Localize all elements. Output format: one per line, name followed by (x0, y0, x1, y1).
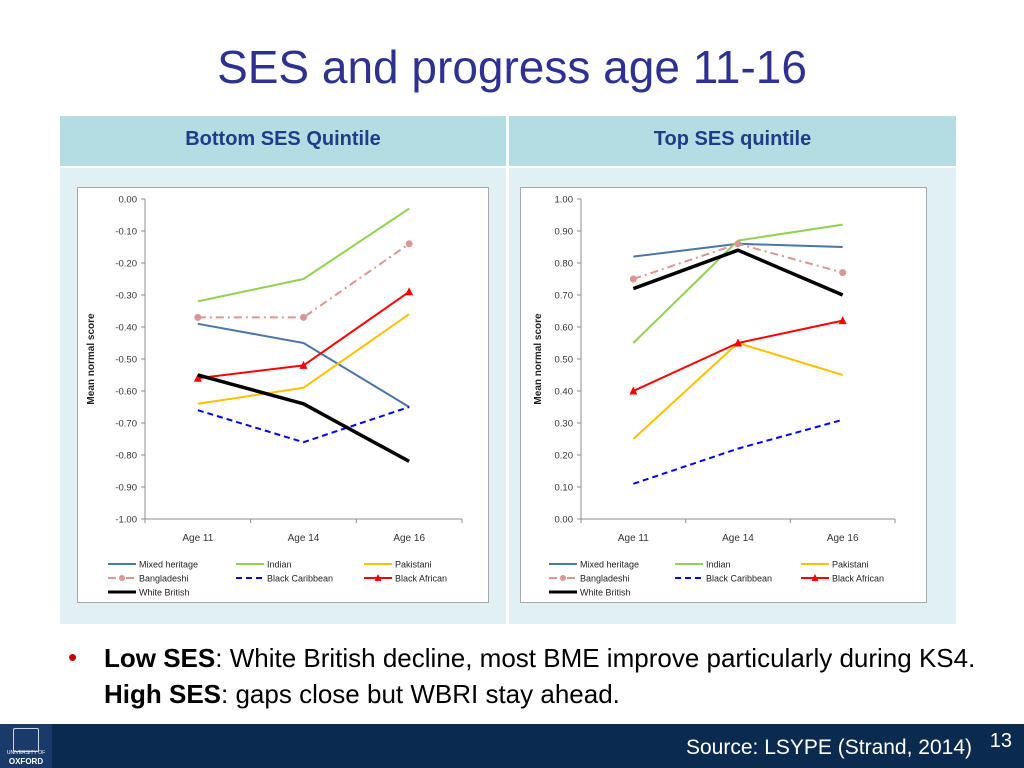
y-tick-label: -0.80 (115, 451, 137, 462)
y-tick-label: 0.40 (555, 387, 574, 398)
page-number: 13 (989, 730, 1012, 752)
legend-label-white-british: White British (580, 588, 631, 598)
slide-title: SES and progress age 11-16 (217, 41, 807, 93)
point-black-african (193, 373, 202, 382)
y-tick-label: -1.00 (115, 515, 137, 526)
point-bangladeshi (300, 313, 307, 321)
y-axis-label: Mean normal score (86, 313, 97, 405)
bullet-high-ses-bold: High SES (104, 679, 222, 709)
legend-label-mixed-heritage: Mixed heritage (139, 560, 198, 570)
series-line-black-caribbean (197, 406, 410, 444)
y-tick-label: -0.60 (115, 387, 137, 398)
legend-marker-black-african (811, 574, 819, 581)
legend-marker-bangladeshi (560, 575, 566, 581)
point-black-african (629, 386, 638, 395)
logo-text-oxford: OXFORD (8, 757, 44, 766)
x-tick-label: Age 14 (722, 533, 754, 544)
y-tick-label: -0.40 (115, 323, 137, 334)
bottom-ses-chart: 0.00 -0.10 -0.20 -0.30 -0.40 -0.50 -0.60 -0.70 -… (77, 187, 489, 603)
y-tick-label: -0.20 (115, 259, 137, 270)
legend-marker-bangladeshi (119, 575, 125, 581)
y-tick-label: 0.10 (555, 483, 574, 494)
top-ses-chart-svg: 1.00 0.90 0.80 0.70 0.60 0.50 0.40 0.30 0.20 0.10… (533, 195, 896, 598)
bullet-low-ses-bold: Low SES (104, 643, 216, 673)
bullet-icon: • (68, 642, 78, 672)
series-line-black-african (632, 319, 843, 392)
legend-label-black-caribbean: Black Caribbean (706, 574, 772, 584)
legend-label-black-african: Black African (395, 574, 447, 584)
bullet-text: Low SES: White British decline, most BME… (104, 640, 1004, 712)
x-tick-label: Age 14 (288, 533, 320, 544)
point-black-african (838, 316, 847, 325)
y-tick-label: -0.90 (115, 483, 137, 494)
point-bangladeshi (194, 313, 202, 321)
top-ses-chart: 1.00 0.90 0.80 0.70 0.60 0.50 0.40 0.30 0.20 0.10… (520, 187, 927, 603)
legend-label-indian: Indian (267, 560, 292, 570)
x-tick-label: Age 16 (393, 533, 425, 544)
oxford-logo: UNIVERSITY OF OXFORD (0, 724, 52, 768)
y-tick-label: 0.70 (555, 291, 574, 302)
legend-label-mixed-heritage: Mixed heritage (580, 560, 639, 570)
point-bangladeshi (405, 240, 413, 248)
table-header-bottom-ses: Bottom SES Quintile (60, 116, 506, 168)
series-line-indian (197, 207, 410, 303)
point-black-african (299, 360, 308, 369)
y-tick-label: 1.00 (555, 195, 574, 206)
bullet-high-ses-text: : gaps close but WBRI stay ahead. (221, 679, 620, 709)
y-tick-label: -0.50 (115, 355, 137, 366)
series-line-white-british (632, 248, 844, 297)
series-line-white-british (197, 373, 411, 463)
y-tick-label: -0.70 (115, 419, 137, 430)
footer-bar (0, 724, 1024, 768)
y-tick-label: 0.30 (555, 419, 574, 430)
legend-label-indian: Indian (706, 560, 731, 570)
logo-text-university: UNIVERSITY OF (6, 750, 46, 756)
y-tick-label: -0.10 (115, 227, 137, 238)
y-tick-label: -0.30 (115, 291, 137, 302)
y-tick-label: 0.90 (555, 227, 574, 238)
series-line-mixed-heritage (197, 322, 410, 408)
x-tick-label: Age 11 (182, 533, 213, 544)
point-bangladeshi (734, 240, 742, 248)
y-axis-label: Mean normal score (533, 313, 544, 405)
legend-label-black-caribbean: Black Caribbean (267, 574, 333, 584)
series-line-black-caribbean (633, 418, 843, 485)
series-line-bangladeshi (197, 242, 410, 319)
y-tick-label: 0.60 (555, 323, 574, 334)
table-header-top-ses: Top SES quintile (509, 116, 956, 168)
y-tick-label: 0.80 (555, 259, 574, 270)
y-tick-label: 0.20 (555, 451, 574, 462)
legend-label-bangladeshi: Bangladeshi (139, 574, 189, 584)
point-bangladeshi (839, 269, 847, 277)
legend-label-bangladeshi: Bangladeshi (580, 574, 630, 584)
y-tick-label: 0.00 (555, 515, 574, 526)
series-line-pakistani (632, 342, 843, 440)
x-tick-label: Age 16 (827, 533, 859, 544)
point-bangladeshi (629, 275, 637, 283)
point-black-african (405, 287, 414, 296)
x-tick-label: Age 11 (618, 533, 649, 544)
header-bottom-ses-label: Bottom SES Quintile (185, 128, 381, 150)
legend-label-pakistani: Pakistani (395, 560, 432, 570)
header-top-ses-label: Top SES quintile (653, 128, 812, 150)
source-citation: Source: LSYPE (Strand, 2014) (686, 736, 972, 759)
crest-icon (13, 728, 39, 752)
point-black-african (734, 338, 742, 347)
legend-label-black-african: Black African (832, 574, 884, 584)
bottom-ses-chart-svg: 0.00 -0.10 -0.20 -0.30 -0.40 -0.50 -0.60 -0.70 -… (86, 195, 463, 598)
series-line-pakistani (197, 313, 410, 405)
legend-label-white-british: White British (139, 588, 190, 598)
y-tick-label: 0.00 (119, 195, 138, 206)
bullet-low-ses-text: : White British decline, most BME improv… (215, 643, 976, 673)
legend-label-pakistani: Pakistani (832, 560, 869, 570)
y-tick-label: 0.50 (555, 355, 574, 366)
legend-marker-black-african (374, 574, 382, 581)
